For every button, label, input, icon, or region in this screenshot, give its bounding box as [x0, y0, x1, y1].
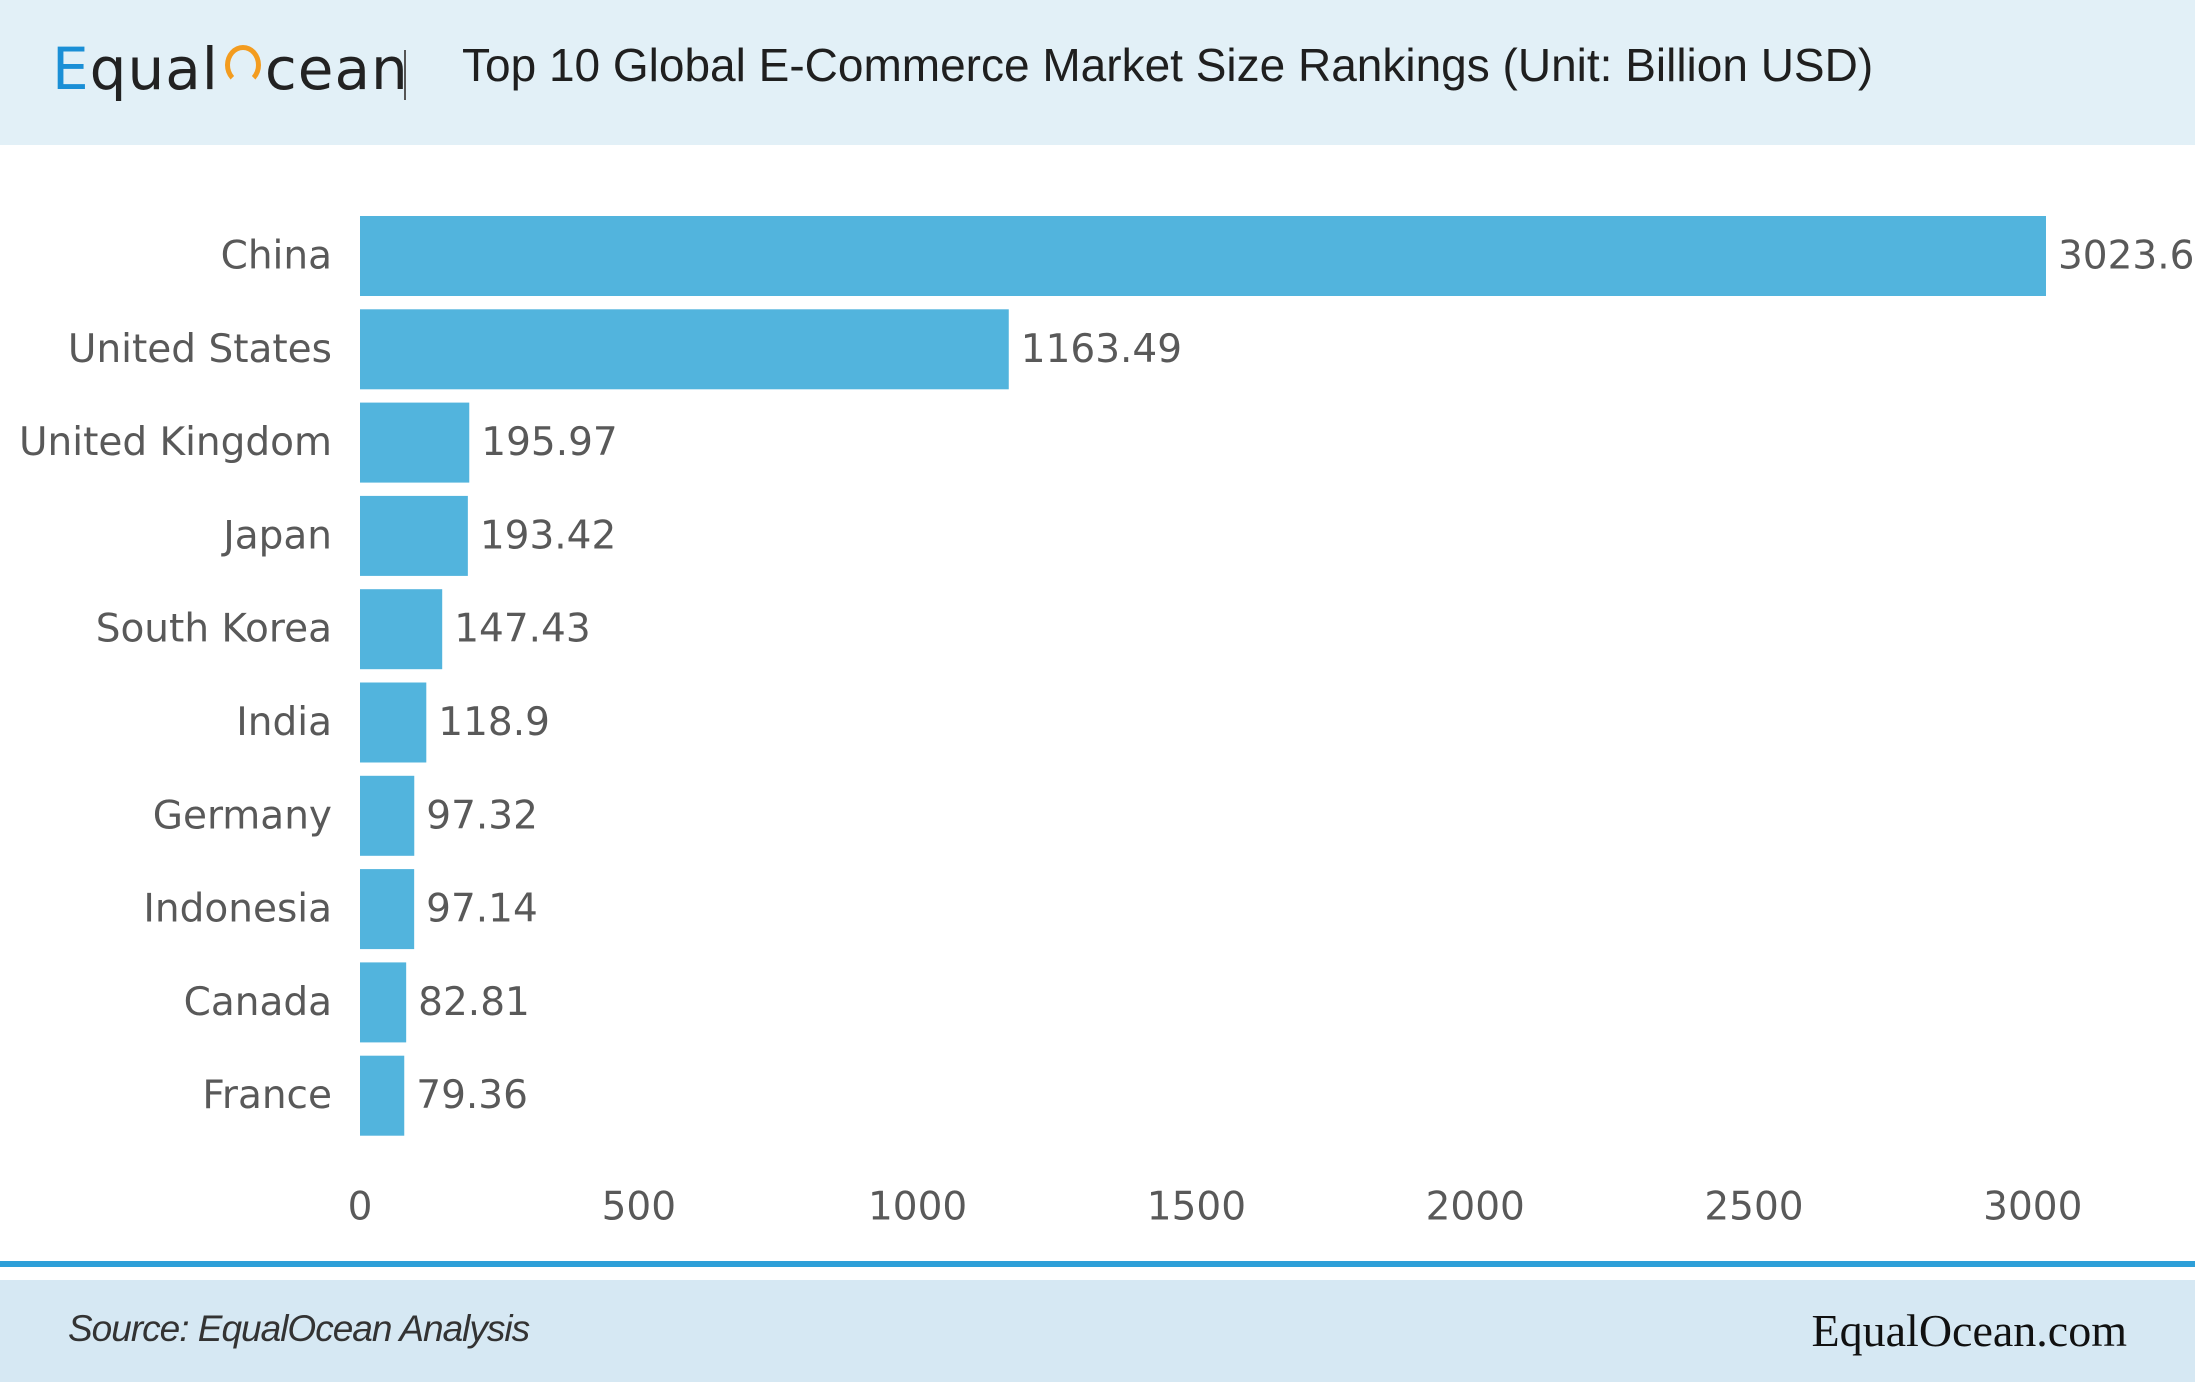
category-label: South Korea [96, 607, 332, 652]
x-tick-label: 1000 [868, 1185, 967, 1230]
bar-united-states [360, 309, 1009, 390]
value-label: 97.32 [426, 793, 538, 838]
bar-germany [360, 775, 415, 856]
page-title: Top 10 Global E-Commerce Market Size Ran… [462, 39, 1874, 91]
source-note: Source: EqualOcean Analysis [68, 1308, 530, 1349]
bar-chart: China 3023.66 United States 1163.49 United K… [19, 216, 2195, 1230]
x-tick-label: 2000 [1426, 1185, 1525, 1230]
category-label: Canada [184, 980, 332, 1025]
category-label: Japan [220, 513, 332, 558]
logo-ring-icon [224, 45, 261, 85]
x-tick-label: 2500 [1704, 1185, 1803, 1230]
footer-bar: Source: EqualOcean Analysis EqualOcean.c… [0, 1280, 2195, 1382]
category-label: United States [68, 327, 332, 372]
bar-indonesia [360, 869, 415, 950]
x-tick-label: 1500 [1147, 1185, 1246, 1230]
category-label: India [236, 700, 332, 745]
x-tick-label: 0 [348, 1185, 373, 1230]
value-label: 97.14 [426, 887, 538, 932]
value-label: 1163.49 [1021, 327, 1182, 372]
value-label: 193.42 [480, 513, 616, 558]
x-tick-label: 3000 [1983, 1185, 2082, 1230]
logo-text-first: qual [89, 35, 219, 103]
logo-accent-letter: E [52, 35, 90, 103]
category-label: Indonesia [143, 887, 332, 932]
logo-text-second: cean [264, 35, 409, 103]
value-label: 195.97 [481, 420, 617, 465]
value-label: 3023.66 [2058, 234, 2195, 279]
bar-china [360, 216, 2046, 296]
x-tick-label: 500 [602, 1185, 676, 1230]
value-label: 82.81 [418, 980, 530, 1025]
bar-japan [360, 495, 468, 576]
header-divider [404, 50, 406, 100]
bar-canada [360, 962, 407, 1043]
bar-south-korea [360, 589, 443, 670]
bar-france [360, 1055, 405, 1136]
category-label: United Kingdom [19, 420, 332, 465]
bottom-rule [0, 1261, 2195, 1267]
bar-united-kingdom [360, 402, 470, 483]
value-label: 118.9 [438, 700, 550, 745]
category-label: China [221, 234, 332, 279]
category-label: France [202, 1073, 332, 1118]
category-label: Germany [153, 793, 332, 838]
value-label: 147.43 [454, 607, 590, 652]
bar-india [360, 682, 427, 763]
site-name: EqualOcean.com [1811, 1305, 2127, 1356]
value-label: 79.36 [416, 1073, 528, 1118]
